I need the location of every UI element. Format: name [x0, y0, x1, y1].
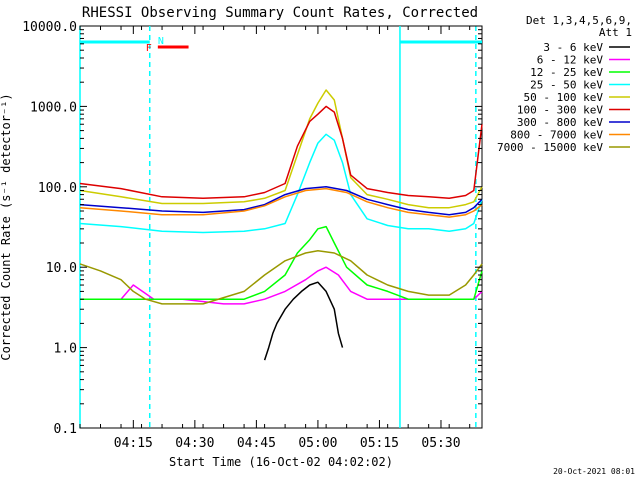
- vertical-markers: [79, 26, 477, 428]
- x-tick-label: 04:15: [114, 436, 153, 451]
- x-tick-label: 04:30: [175, 436, 214, 451]
- legend-label: 100 - 300 keV: [517, 104, 603, 117]
- y-axis: 0.1 1.0 10.0 100.0 1000.0 10000.0: [22, 20, 482, 437]
- series-line-0: [263, 281, 344, 361]
- x-tick-label: 05:00: [298, 436, 337, 451]
- legend-label: 25 - 50 keV: [530, 79, 603, 92]
- legend-label: 800 - 7000 keV: [510, 129, 603, 142]
- legend-header: Att 1: [599, 26, 632, 39]
- y-tick-label: 1000.0: [30, 100, 77, 115]
- y-axis-label: Corrected Count Rate (s⁻¹ detector⁻¹): [0, 93, 13, 360]
- series-line-6: [79, 186, 483, 216]
- legend-label: 3 - 6 keV: [543, 41, 603, 54]
- legend-header: Det 1,3,4,5,6,9,: [526, 14, 632, 27]
- x-axis-label: Start Time (16-Oct-02 04:02:02): [169, 455, 393, 469]
- series-line-4: [79, 89, 483, 209]
- series-line-5: [79, 105, 483, 200]
- legend-label: 12 - 25 keV: [530, 66, 603, 79]
- y-tick-label: 0.1: [54, 422, 77, 437]
- y-tick-label: 10.0: [46, 261, 77, 276]
- saa-flag-label: N: [158, 36, 164, 47]
- x-tick-label: 04:45: [237, 436, 276, 451]
- timestamp: 20-Oct-2021 08:01: [553, 467, 635, 476]
- series-line-1: [80, 266, 483, 305]
- y-tick-label: 10000.0: [22, 20, 77, 35]
- x-tick-label: 05:15: [360, 436, 399, 451]
- y-tick-label: 1.0: [54, 342, 77, 357]
- legend-label: 7000 - 15000 keV: [497, 141, 603, 154]
- x-axis: 04:15 04:30 04:45 05:00 05:15 05:30: [79, 26, 471, 451]
- legend-label: 6 - 12 keV: [537, 54, 604, 67]
- chart-title: RHESSI Observing Summary Count Rates, Co…: [82, 5, 478, 21]
- legend-label: 300 - 800 keV: [517, 116, 603, 129]
- series-layer: [79, 89, 483, 361]
- plot-frame: [79, 25, 483, 429]
- x-tick-label: 05:30: [421, 436, 460, 451]
- series-line-3: [79, 133, 483, 234]
- legend-label: 50 - 100 keV: [524, 91, 604, 104]
- y-tick-label: 100.0: [38, 181, 77, 196]
- series-line-8: [79, 250, 483, 305]
- flare-flag-label: F: [146, 43, 152, 54]
- series-line-7: [79, 187, 483, 218]
- flag-bars: NF: [146, 36, 189, 54]
